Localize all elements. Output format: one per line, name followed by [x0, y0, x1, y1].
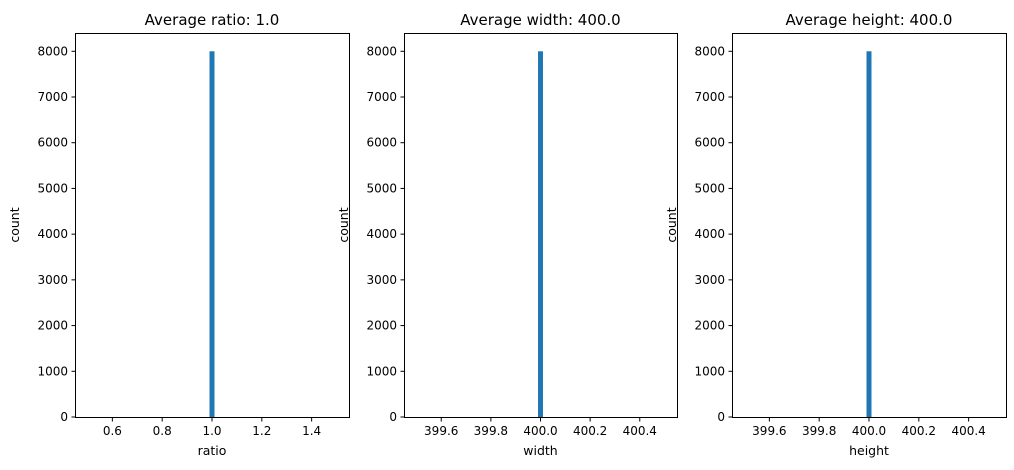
chart-title: Average ratio: 1.0: [145, 11, 280, 29]
y-tick-label: 1000: [37, 364, 68, 378]
y-tick-label: 7000: [37, 90, 68, 104]
y-tick-label: 8000: [694, 44, 725, 58]
y-tick-label: 4000: [694, 227, 725, 241]
height-histogram-bar: [866, 51, 872, 418]
x-tick-label: 400.0: [852, 424, 886, 438]
y-tick-label: 3000: [366, 273, 397, 287]
y-tick-label: 8000: [366, 44, 397, 58]
y-tick-label: 6000: [366, 136, 397, 150]
y-tick-label: 5000: [37, 181, 68, 195]
chart-title: Average width: 400.0: [460, 11, 620, 29]
y-tick-label: 0: [60, 410, 68, 424]
y-tick-label: 6000: [37, 136, 68, 150]
y-axis-label: count: [7, 207, 22, 242]
y-tick-label: 2000: [37, 319, 68, 333]
y-tick-label: 0: [389, 410, 397, 424]
x-tick-label: 400.4: [951, 424, 985, 438]
x-tick-label: 0.6: [103, 424, 122, 438]
x-tick-label: 1.2: [252, 424, 271, 438]
x-tick-label: 399.8: [474, 424, 508, 438]
x-axis-label: width: [523, 443, 557, 458]
y-tick-label: 4000: [37, 227, 68, 241]
x-tick-label: 400.4: [623, 424, 657, 438]
y-tick-label: 2000: [366, 319, 397, 333]
x-tick-label: 400.0: [523, 424, 557, 438]
y-tick-label: 5000: [694, 181, 725, 195]
y-tick-label: 1000: [366, 364, 397, 378]
x-tick-label: 400.2: [902, 424, 936, 438]
x-axis-label: height: [849, 443, 889, 458]
y-tick-label: 4000: [366, 227, 397, 241]
x-tick-label: 1.0: [202, 424, 221, 438]
y-axis-label: count: [664, 207, 679, 242]
y-tick-label: 3000: [37, 273, 68, 287]
x-axis-label: ratio: [198, 443, 227, 458]
histogram-panel-ratio: 0.6 0.8 1.0 1.2 1.4 0 1000 2000 3000 4000 5000 6000…: [7, 11, 350, 458]
chart-title: Average height: 400.0: [786, 11, 953, 29]
x-tick-label: 399.6: [424, 424, 458, 438]
y-tick-label: 7000: [694, 90, 725, 104]
y-tick-label: 2000: [694, 319, 725, 333]
y-tick-label: 7000: [366, 90, 397, 104]
histogram-panel-width: 399.6 399.8 400.0 400.2 400.4 0 1000 2000 3000 40…: [336, 11, 678, 458]
y-tick-label: 8000: [37, 44, 68, 58]
x-tick-label: 400.2: [573, 424, 607, 438]
y-tick-label: 6000: [694, 136, 725, 150]
ratio-histogram-bar: [209, 51, 215, 418]
x-tick-label: 0.8: [153, 424, 172, 438]
y-tick-label: 1000: [694, 364, 725, 378]
x-tick-label: 399.8: [802, 424, 836, 438]
y-axis-label: count: [336, 207, 351, 242]
y-tick-label: 0: [717, 410, 725, 424]
x-tick-label: 1.4: [302, 424, 321, 438]
x-tick-label: 399.6: [752, 424, 786, 438]
width-histogram-bar: [538, 51, 543, 418]
y-tick-label: 3000: [694, 273, 725, 287]
histogram-panel-height: 399.6 399.8 400.0 400.2 400.4 0 1000 2000 3000 40…: [664, 11, 1007, 458]
y-tick-label: 5000: [366, 181, 397, 195]
